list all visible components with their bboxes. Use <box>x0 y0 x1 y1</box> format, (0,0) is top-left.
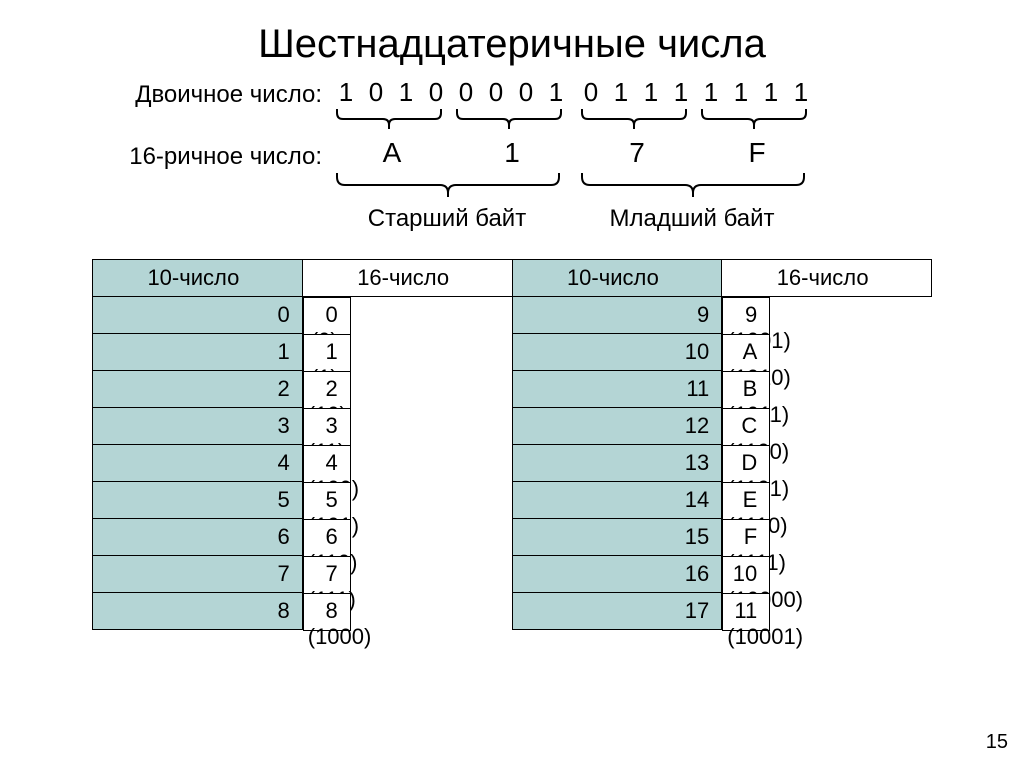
hex-cell: 5 (101) <box>303 482 351 520</box>
hex-digit: 7 <box>622 137 652 169</box>
bit: 1 <box>332 77 362 108</box>
slide-title: Шестнадцатеричные числа <box>0 0 1024 75</box>
decimal-cell: 12 <box>512 408 722 445</box>
bit: 0 <box>577 77 607 108</box>
decimal-cell: 16 <box>512 556 722 593</box>
table-header: 16-число <box>302 260 512 297</box>
hex-label: 16-ричное число: <box>72 143 322 171</box>
bit: 1 <box>637 77 667 108</box>
low-byte-label: Младший байт <box>577 205 807 233</box>
decimal-cell: 14 <box>512 482 722 519</box>
bit: 0 <box>482 77 512 108</box>
bit: 1 <box>757 77 787 108</box>
table-header: 10-число <box>93 260 303 297</box>
table-row: 55 (101) 14E (1110) <box>93 482 932 519</box>
hex-cell: 7 (111) <box>303 556 351 594</box>
hex-cell: A (1010) <box>722 334 770 372</box>
hex-cell: 1 (1) <box>303 334 351 372</box>
decimal-cell: 7 <box>93 556 303 593</box>
nibble-braces-icon <box>332 109 822 137</box>
bit: 0 <box>452 77 482 108</box>
binary-label: Двоичное число: <box>72 81 322 109</box>
hex-cell: 11 (10001) <box>722 593 770 631</box>
hex-cell: 10 (10000) <box>722 556 770 594</box>
hex-cell: 6 (110) <box>303 519 351 557</box>
decimal-cell: 4 <box>93 445 303 482</box>
decimal-cell: 0 <box>93 297 303 334</box>
table-header-row: 10-число 16-число 10-число 16-число <box>93 260 932 297</box>
conversion-table: 10-число 16-число 10-число 16-число 00 (… <box>92 259 932 630</box>
bit: 1 <box>667 77 697 108</box>
bit: 1 <box>697 77 727 108</box>
hex-cell: 2 (10) <box>303 371 351 409</box>
bit: 1 <box>392 77 422 108</box>
page-number: 15 <box>986 731 1008 754</box>
bit: 0 <box>362 77 392 108</box>
decimal-cell: 1 <box>93 334 303 371</box>
binary-bits: 1010000101111111 <box>332 77 817 108</box>
slide: Шестнадцатеричные числа Двоичное число: … <box>0 0 1024 768</box>
bit: 0 <box>512 77 542 108</box>
table-header: 16-число <box>722 260 932 297</box>
decimal-cell: 11 <box>512 371 722 408</box>
bit: 0 <box>422 77 452 108</box>
hex-cell: 4 (100) <box>303 445 351 483</box>
hex-cell: D (1101) <box>722 445 770 483</box>
hex-cell: C (1100) <box>722 408 770 446</box>
hex-cell: E (1110) <box>722 482 770 520</box>
table-row: 88 (1000) 1711 (10001) <box>93 593 932 630</box>
table-row: 33 (11) 12C (1100) <box>93 408 932 445</box>
decimal-cell: 2 <box>93 371 303 408</box>
decimal-cell: 8 <box>93 593 303 630</box>
hex-cell: 9 (1001) <box>722 297 770 335</box>
hex-cell: 8 (1000) <box>303 593 351 631</box>
decimal-cell: 10 <box>512 334 722 371</box>
byte-braces-icon <box>332 173 822 203</box>
table-row: 00 (0) 99 (1001) <box>93 297 932 334</box>
hex-cell: 3 (11) <box>303 408 351 446</box>
decimal-cell: 13 <box>512 445 722 482</box>
decimal-cell: 17 <box>512 593 722 630</box>
table-header: 10-число <box>512 260 722 297</box>
hex-cell: F (1111) <box>722 519 770 557</box>
decimal-cell: 9 <box>512 297 722 334</box>
table-row: 77 (111) 1610 (10000) <box>93 556 932 593</box>
table-row: 44 (100) 13D (1101) <box>93 445 932 482</box>
conversion-diagram: Двоичное число: 1010000101111111 16-ричн… <box>72 75 952 255</box>
table-row: 22 (10) 11B (1011) <box>93 371 932 408</box>
hex-digit: 1 <box>497 137 527 169</box>
bit: 1 <box>727 77 757 108</box>
table-row: 11 (1) 10A (1010) <box>93 334 932 371</box>
decimal-cell: 5 <box>93 482 303 519</box>
hex-cell: 0 (0) <box>303 297 351 335</box>
decimal-cell: 6 <box>93 519 303 556</box>
bit: 1 <box>542 77 572 108</box>
bit: 1 <box>607 77 637 108</box>
hex-digit: F <box>742 137 772 169</box>
bit: 1 <box>787 77 817 108</box>
decimal-cell: 3 <box>93 408 303 445</box>
hex-digit: A <box>377 137 407 169</box>
table-row: 66 (110) 15F (1111) <box>93 519 932 556</box>
decimal-cell: 15 <box>512 519 722 556</box>
high-byte-label: Старший байт <box>332 205 562 233</box>
hex-cell: B (1011) <box>722 371 770 409</box>
